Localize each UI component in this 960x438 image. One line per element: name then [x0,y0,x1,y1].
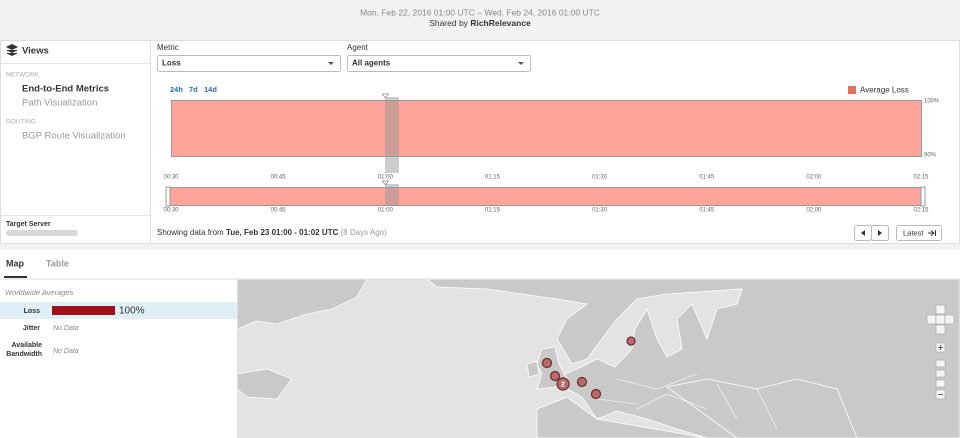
selection-marker [381,93,390,186]
agent-value: All agents [352,59,391,68]
latest-button[interactable] [896,225,942,241]
land [237,279,960,438]
brush-handle[interactable] [920,186,926,207]
agent-marker[interactable] [576,376,588,388]
x-label: 01:00 [378,208,394,214]
metric-label: Metric [157,43,179,52]
x-label: 01:15 [485,208,501,214]
range-link[interactable]: 24h [170,85,183,94]
overview-area [168,187,925,206]
x-label: 01:45 [699,208,715,214]
status-ago: (8 Days Ago) [341,228,388,237]
nav-item[interactable]: Path Visualization [22,98,97,109]
zoom-level[interactable] [935,359,946,368]
selection[interactable] [385,184,399,206]
caret [328,62,334,65]
x-label: 02:15 [913,175,929,181]
shared-by: Shared by RichRelevance [429,18,531,28]
averages-title: Worldwide Averages [5,288,74,297]
range-link[interactable]: 14d [204,85,217,94]
row-label: Jitter [23,325,40,332]
borders [596,373,778,430]
legend-swatch [848,86,856,94]
map[interactable]: 2 [237,279,960,438]
row-label: Available Bandwidth [6,342,42,358]
x-label: 00:30 [163,208,179,214]
x-label: 01:45 [699,175,715,181]
section-label: ROUTING [6,119,36,126]
x-label: 00:45 [271,175,287,181]
status-prefix: Showing data from [157,228,224,237]
status-range: Tue, Feb 23 01:00 - 01:02 UTC [226,228,339,237]
pan-right[interactable] [944,314,955,325]
next-icon [878,230,882,236]
y-label: 100% [924,99,940,105]
x-label: 00:45 [271,208,287,214]
row-label: Loss [24,308,40,315]
metric-value: Loss [162,59,181,68]
row-value: No Data [53,348,79,355]
metric-select[interactable] [157,55,341,72]
cluster-label: 2 [561,381,565,388]
date-range: Mon, Feb 22, 2016 01:00 UTC – Wed, Feb 2… [360,7,600,17]
agents [541,336,636,400]
sidebar-title: Views [22,46,49,57]
pan-home[interactable] [935,314,946,325]
x-label: 01:30 [592,175,608,181]
latest-label: Latest [903,228,924,237]
tab[interactable]: Map [6,258,25,268]
nav-item[interactable]: End-to-End Metrics [22,84,109,95]
x-label: 02:00 [806,208,822,214]
x-labels: 00:30 00:45 01:00 01:15 01:30 01:45 02:00 02:15… [163,175,929,214]
pan-up[interactable] [935,304,946,315]
agent-label: Agent [347,43,369,52]
x-label: 01:00 [378,175,394,181]
zoom-level[interactable] [935,379,946,388]
pan-down[interactable] [935,324,946,335]
latest-icon [928,230,936,236]
status: Showing data from Tue, Feb 23 01:00 - 01… [157,228,387,237]
prev-icon [861,230,865,236]
y-label: 90% [924,153,937,159]
zoom-icons [938,345,943,395]
x-label: 02:15 [913,208,929,214]
section-label: NETWORK [6,72,40,79]
row-value: 100% [119,306,145,317]
loss-bar [52,306,115,315]
agent-marker[interactable] [626,336,636,346]
x-label: 02:00 [806,175,822,181]
agent-select[interactable] [347,55,531,72]
views-icon [5,43,19,57]
range-link[interactable]: 7d [189,85,198,94]
x-label: 01:15 [485,175,501,181]
x-label: 01:30 [592,208,608,214]
row-value: No Data [53,325,79,332]
pan-left[interactable] [926,314,937,325]
target-server-label: Target Server [6,221,51,228]
agent-marker[interactable] [590,388,602,400]
blurred-server [6,230,78,236]
shared-by-label: Shared by [429,18,468,28]
zoom-level[interactable] [935,369,946,378]
loss-area [171,100,922,157]
brush-handle[interactable] [165,186,171,207]
agent-marker[interactable] [541,357,553,369]
shared-by-org: RichRelevance [470,18,531,28]
agent-cluster[interactable] [556,377,570,391]
legend-label: Average Loss [860,86,909,95]
nav-item[interactable]: BGP Route Visualization [22,131,126,142]
x-label: 00:30 [163,175,179,181]
agent-marker[interactable] [549,370,561,382]
tab-underline [4,276,27,278]
tab[interactable]: Table [46,258,69,268]
selection[interactable] [385,97,399,173]
caret [518,62,524,65]
